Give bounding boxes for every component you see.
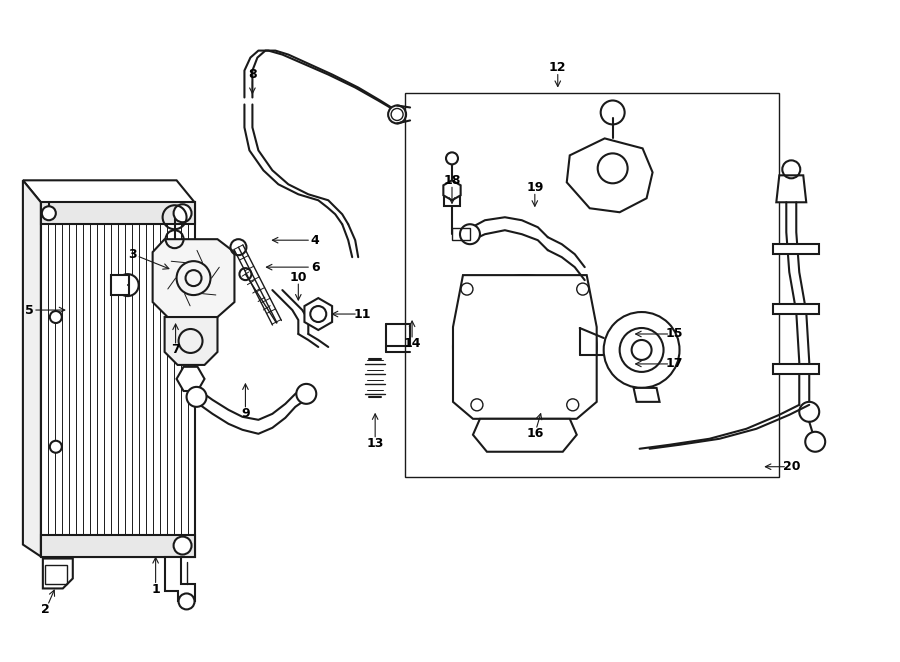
Circle shape xyxy=(42,207,56,220)
Text: 17: 17 xyxy=(666,357,683,371)
Circle shape xyxy=(50,441,62,453)
Polygon shape xyxy=(176,367,204,391)
Circle shape xyxy=(181,369,201,389)
Text: 6: 6 xyxy=(311,261,320,273)
Text: 12: 12 xyxy=(549,61,566,74)
Bar xyxy=(444,194,460,207)
Polygon shape xyxy=(43,559,73,589)
Circle shape xyxy=(460,224,480,244)
Text: 9: 9 xyxy=(241,407,249,420)
Text: 16: 16 xyxy=(526,427,544,440)
Text: 19: 19 xyxy=(526,181,544,194)
Bar xyxy=(45,565,67,585)
Text: 20: 20 xyxy=(782,460,800,473)
Text: 2: 2 xyxy=(41,603,50,616)
Circle shape xyxy=(446,152,458,164)
Polygon shape xyxy=(773,364,819,374)
Circle shape xyxy=(453,275,597,419)
Text: 14: 14 xyxy=(403,338,421,350)
Polygon shape xyxy=(40,535,194,557)
Circle shape xyxy=(178,593,194,610)
Text: 18: 18 xyxy=(444,174,461,187)
Text: 10: 10 xyxy=(290,271,307,283)
Polygon shape xyxy=(165,317,218,365)
Polygon shape xyxy=(40,203,194,224)
Polygon shape xyxy=(444,180,461,201)
Text: 3: 3 xyxy=(129,248,137,261)
Polygon shape xyxy=(165,557,194,602)
Polygon shape xyxy=(473,419,577,451)
Circle shape xyxy=(174,205,192,222)
Polygon shape xyxy=(777,175,806,203)
Text: 11: 11 xyxy=(354,308,371,320)
Text: 5: 5 xyxy=(24,304,33,316)
Polygon shape xyxy=(773,244,819,254)
Circle shape xyxy=(388,105,406,123)
Polygon shape xyxy=(773,304,819,314)
Polygon shape xyxy=(22,180,40,557)
Text: 1: 1 xyxy=(151,583,160,596)
Polygon shape xyxy=(22,180,194,203)
Circle shape xyxy=(296,384,316,404)
Circle shape xyxy=(799,402,819,422)
Text: 15: 15 xyxy=(666,328,683,340)
Circle shape xyxy=(50,311,62,323)
Bar xyxy=(111,275,129,295)
Polygon shape xyxy=(634,388,660,402)
Bar xyxy=(405,93,779,477)
Circle shape xyxy=(186,387,206,407)
Circle shape xyxy=(174,537,192,555)
Polygon shape xyxy=(153,239,235,317)
Text: 13: 13 xyxy=(366,438,383,450)
Polygon shape xyxy=(40,203,194,557)
Text: 8: 8 xyxy=(248,68,256,81)
Bar xyxy=(452,228,470,240)
Polygon shape xyxy=(567,138,652,213)
Text: 7: 7 xyxy=(171,344,180,356)
Circle shape xyxy=(806,432,825,451)
Circle shape xyxy=(604,312,680,388)
Text: 4: 4 xyxy=(310,234,320,247)
Polygon shape xyxy=(453,275,597,419)
Circle shape xyxy=(117,274,139,296)
Polygon shape xyxy=(304,298,332,330)
